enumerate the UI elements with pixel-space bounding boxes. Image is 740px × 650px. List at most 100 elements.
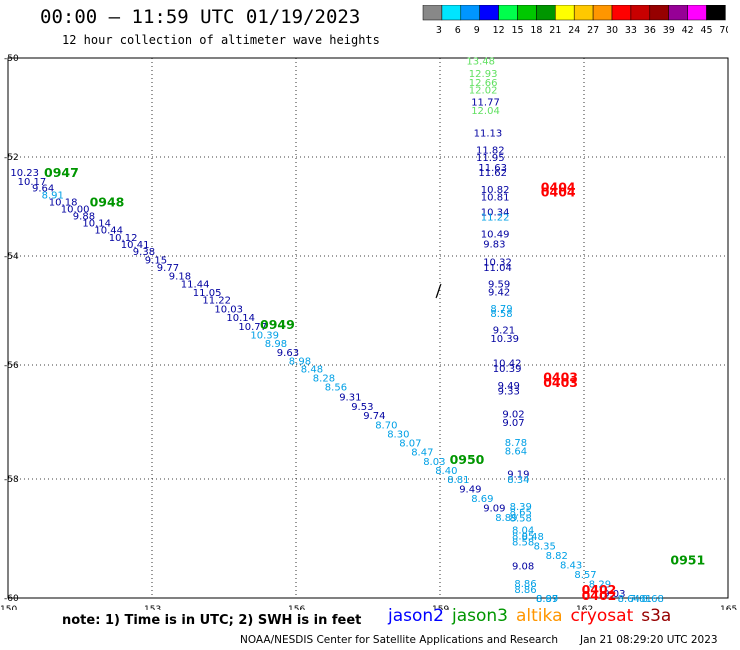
swh-value: 8.89 bbox=[495, 513, 517, 524]
footer-note: note: 1) Time is in UTC; 2) SWH is in fe… bbox=[62, 613, 362, 628]
swh-value: 10.17 bbox=[18, 177, 47, 188]
swh-value: 8.64 bbox=[618, 594, 640, 605]
swh-value: 10.82 bbox=[481, 185, 510, 196]
satellite-name: altika bbox=[516, 606, 563, 626]
swh-value: 10.34 bbox=[481, 207, 510, 218]
swh-value: 9.83 bbox=[483, 240, 505, 251]
swh-value: 10.41 bbox=[121, 240, 150, 251]
swh-value: 10.44 bbox=[94, 225, 123, 236]
satellite-name: cryosat bbox=[570, 606, 634, 626]
swh-value: 10.39 bbox=[493, 364, 522, 375]
swh-value: 8.40 bbox=[435, 466, 457, 477]
y-tick-label: -50 bbox=[4, 54, 19, 64]
pass-time-label: 0404 bbox=[541, 185, 576, 200]
island-outline bbox=[435, 283, 442, 299]
legend-label: 27 bbox=[587, 25, 599, 36]
legend-label: 33 bbox=[625, 25, 637, 36]
swh-value: 11.95 bbox=[476, 153, 505, 164]
x-tick-label: 159 bbox=[432, 605, 449, 610]
swh-value: 9.33 bbox=[498, 387, 520, 398]
legend-label: 30 bbox=[606, 25, 618, 36]
swh-value: 8.86 bbox=[514, 585, 536, 596]
swh-value: 8.70 bbox=[375, 420, 397, 431]
pass-time-label: 0403 bbox=[543, 375, 578, 390]
swh-value: 8.48 bbox=[522, 532, 544, 543]
satellite-name: s3a bbox=[641, 606, 672, 626]
swh-value: 8.35 bbox=[534, 542, 556, 553]
swh-value: 9.09 bbox=[483, 504, 505, 515]
legend-label: 6 bbox=[455, 25, 461, 36]
swh-value: 8.43 bbox=[560, 561, 582, 572]
swh-value: 9.08 bbox=[512, 561, 534, 572]
swh-value: 8.34 bbox=[507, 475, 529, 486]
legend-label: 42 bbox=[682, 25, 694, 36]
swh-value: 8.56 bbox=[325, 383, 347, 394]
swh-value: 10.77 bbox=[238, 322, 267, 333]
swh-value: 8.04 bbox=[512, 526, 534, 537]
swh-value: 8.82 bbox=[546, 551, 568, 562]
swh-value: 10.49 bbox=[481, 230, 510, 241]
legend-label: 15 bbox=[512, 25, 524, 36]
swh-value: 9.88 bbox=[73, 211, 95, 222]
pass-time-label: 0948 bbox=[90, 195, 125, 210]
y-tick-label: -56 bbox=[4, 361, 19, 371]
swh-value: 8.05 bbox=[512, 532, 534, 543]
swh-value: 12.04 bbox=[471, 106, 500, 117]
legend-label: 21 bbox=[549, 25, 561, 36]
swh-value: 9.02 bbox=[502, 409, 524, 420]
pass-time-label: 0947 bbox=[44, 165, 79, 180]
swh-value: 9.38 bbox=[133, 247, 155, 258]
pass-time-label: 0951 bbox=[670, 552, 705, 567]
x-tick-label: 153 bbox=[144, 605, 161, 610]
legend-swatch bbox=[706, 5, 726, 21]
swh-value: 8.58 bbox=[510, 514, 532, 525]
swh-value: 10.39 bbox=[250, 330, 279, 341]
swh-value: 10.32 bbox=[483, 257, 512, 268]
swh-value: 8.81 bbox=[447, 475, 469, 486]
swh-value: 8.47 bbox=[411, 448, 433, 459]
wave-height-color-legend: 36912151821242730333639424570(ft) bbox=[422, 5, 728, 36]
y-tick-label: -52 bbox=[4, 153, 19, 163]
swh-value: 8.58 bbox=[512, 537, 534, 548]
swh-value: 10.12 bbox=[109, 233, 138, 244]
x-tick-label: 156 bbox=[288, 605, 305, 610]
y-tick-label: -58 bbox=[4, 475, 19, 485]
x-tick-label: 162 bbox=[576, 605, 593, 610]
swh-value: 8.86 bbox=[514, 579, 536, 590]
map-frame bbox=[7, 57, 729, 599]
swh-value: 8.48 bbox=[301, 364, 323, 375]
y-tick-label: -60 bbox=[4, 594, 19, 604]
swh-value: 11.05 bbox=[193, 288, 222, 299]
swh-value: 10.23 bbox=[10, 168, 39, 179]
satellite-name: jason2 bbox=[388, 606, 444, 626]
swh-value: 8.89 bbox=[536, 594, 558, 605]
swh-value: 11.44 bbox=[181, 279, 210, 290]
swh-value: 9.31 bbox=[339, 392, 361, 403]
swh-value: 9.64 bbox=[32, 184, 54, 195]
swh-value: 7.81 bbox=[630, 594, 652, 605]
swh-value: 8.28 bbox=[313, 374, 335, 385]
swh-value: 9.21 bbox=[493, 326, 515, 337]
swh-value: 12.93 bbox=[469, 69, 498, 80]
x-tick-label: 165 bbox=[720, 605, 737, 610]
swh-value: 8.39 bbox=[510, 502, 532, 513]
swh-value: 8.91 bbox=[42, 191, 64, 202]
swh-value: 11.22 bbox=[202, 296, 231, 307]
pass-time-label: 0949 bbox=[260, 317, 295, 332]
satellite-legend: jason2 jason3 altika cryosat s3a bbox=[388, 606, 679, 626]
pass-time-label: 0950 bbox=[450, 452, 485, 467]
pass-time-label: 0402 bbox=[582, 588, 617, 603]
swh-value: 10.03 bbox=[214, 304, 243, 315]
swh-value: 11.22 bbox=[481, 212, 510, 223]
legend-label: 18 bbox=[530, 25, 542, 36]
swh-value: 11.77 bbox=[471, 98, 500, 109]
swh-value: 9.74 bbox=[363, 411, 385, 422]
swh-value: 8.64 bbox=[505, 447, 527, 458]
swh-value: 8.78 bbox=[505, 438, 527, 449]
map-title: 00:00 – 11:59 UTC 01/19/2023 bbox=[40, 6, 361, 28]
swh-value: 8.07 bbox=[399, 439, 421, 450]
x-tick-label: 150 bbox=[0, 605, 17, 610]
swh-value: 9.07 bbox=[502, 418, 524, 429]
swh-value: 12.66 bbox=[469, 78, 498, 89]
swh-value: 11.82 bbox=[476, 146, 505, 157]
